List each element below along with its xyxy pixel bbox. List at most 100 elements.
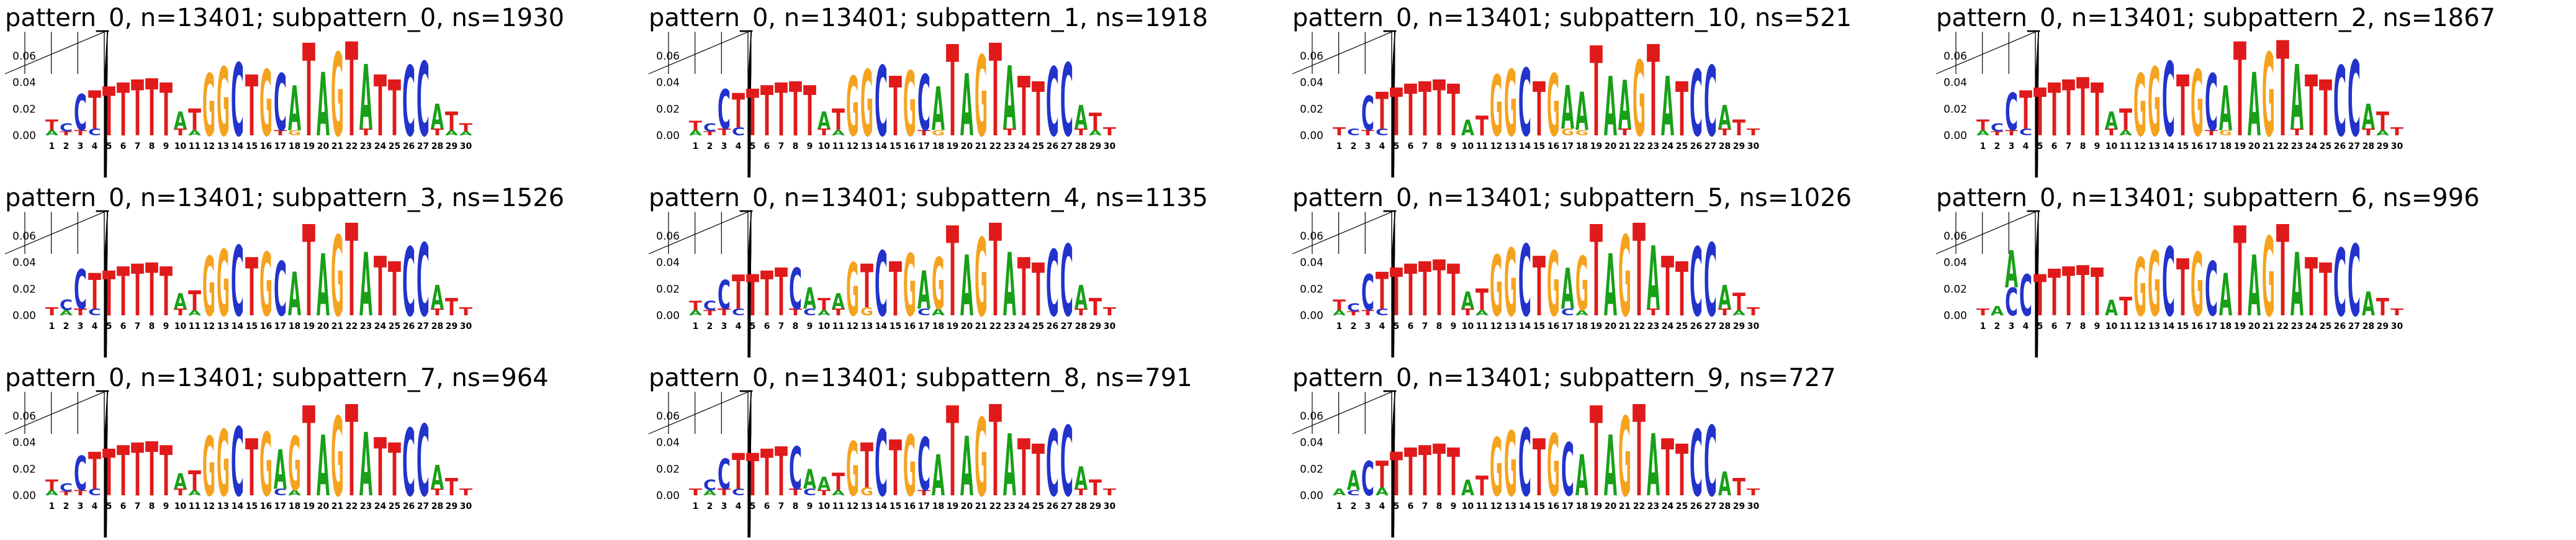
svg-text:29: 29 (1733, 142, 1745, 151)
logo-letter-A: A (1347, 465, 1360, 497)
svg-text:12: 12 (847, 142, 858, 151)
logo-letter-C: C (1347, 127, 1360, 138)
logo-letter-T: T (1032, 67, 1045, 153)
logo-letter-T: T (2362, 127, 2375, 138)
logo-letter-C: C (74, 259, 87, 322)
panel-title: pattern_0, n=13401; subpattern_5, ns=102… (1292, 184, 1852, 212)
logo-letter-C: C (88, 127, 101, 138)
svg-text:2: 2 (707, 142, 713, 151)
logo-letter-T: T (459, 487, 472, 498)
svg-text:18: 18 (289, 502, 300, 511)
logo-letter-G: G (2191, 52, 2204, 157)
logo-letter-A: A (359, 235, 372, 336)
logo-letter-A: A (1718, 279, 1731, 317)
svg-text:11: 11 (832, 502, 844, 511)
logo-letter-A: A (174, 107, 187, 134)
svg-text:0.00: 0.00 (12, 490, 36, 502)
svg-text:25: 25 (389, 142, 400, 151)
logo-letter-C: C (1060, 43, 1073, 159)
svg-text:0.06: 0.06 (12, 410, 36, 423)
logo-letter-A: A (288, 488, 301, 497)
y-axis: 0.00 0.02 0.04 0.06 (1935, 31, 2036, 142)
svg-text:9: 9 (807, 142, 813, 151)
svg-text:16: 16 (2191, 322, 2203, 331)
svg-text:29: 29 (1089, 142, 1101, 151)
svg-text:9: 9 (1451, 502, 1457, 511)
y-axis: 0.00 0.02 0.04 0.06 (648, 211, 749, 322)
logo-letter-C: C (231, 409, 244, 518)
logo-letter-A: A (60, 308, 73, 317)
svg-text:26: 26 (403, 322, 415, 331)
logo-letter-G: G (2148, 49, 2161, 158)
y-axis: 0.00 0.02 0.04 0.06 (4, 31, 105, 142)
logo-letter-T: T (74, 128, 87, 137)
logo-letter-T: T (946, 391, 959, 525)
svg-text:24: 24 (374, 322, 387, 331)
svg-text:17: 17 (1562, 322, 1574, 331)
svg-text:22: 22 (1633, 322, 1645, 331)
svg-text:22: 22 (989, 322, 1001, 331)
svg-text:14: 14 (232, 322, 244, 331)
x-axis: 1 2 3 4 5 6 7 8 9 10 11 12 13 14 15 16 17 18 19 20 21 22 23 24 2… (49, 32, 472, 178)
svg-text:30: 30 (1104, 142, 1116, 151)
logo-letter-A: A (689, 128, 702, 137)
logo-letter-T: T (1976, 117, 1989, 133)
svg-text:16: 16 (904, 502, 916, 511)
svg-text:17: 17 (918, 502, 930, 511)
svg-text:27: 27 (417, 322, 429, 331)
svg-text:28: 28 (1719, 142, 1731, 151)
logo-letter-T: T (1732, 288, 1745, 315)
logo-letter-T: T (2119, 292, 2132, 322)
svg-text:4: 4 (1379, 322, 1385, 331)
logo-letter-T: T (1032, 430, 1045, 513)
logo-letter-T: T (732, 84, 745, 138)
svg-text:24: 24 (1018, 502, 1030, 511)
svg-text:27: 27 (1705, 502, 1716, 511)
logo-letter-A: A (1333, 487, 1346, 498)
logo-letter-C: C (60, 481, 73, 494)
logo-letter-A: A (1991, 304, 2004, 318)
logo-letter-A: A (274, 439, 287, 502)
logo-letter-T: T (989, 31, 1002, 165)
logo-letter-A: A (317, 418, 330, 515)
svg-text:28: 28 (431, 322, 443, 331)
svg-text:7: 7 (135, 322, 141, 331)
svg-text:29: 29 (2377, 142, 2389, 151)
logo-letter-T: T (817, 488, 831, 497)
svg-text:21: 21 (2263, 142, 2274, 151)
svg-text:15: 15 (246, 142, 258, 151)
svg-text:2: 2 (63, 142, 70, 151)
svg-text:21: 21 (975, 142, 987, 151)
logo-letter-T: T (245, 242, 258, 335)
svg-text:17: 17 (1562, 502, 1574, 511)
logo-letter-T: T (2062, 65, 2075, 154)
logo-letter-A: A (288, 261, 301, 330)
logo-letter-T: T (74, 307, 87, 318)
svg-text:23: 23 (360, 322, 372, 331)
logo-letter-T: T (431, 127, 444, 138)
logo-letter-G: G (846, 427, 859, 513)
logo-letter-G: G (975, 217, 988, 341)
svg-text:4: 4 (2023, 322, 2029, 331)
logo-letter-T: T (374, 240, 387, 335)
panel-title: pattern_0, n=13401; subpattern_4, ns=113… (649, 184, 1209, 212)
svg-text:15: 15 (889, 322, 901, 331)
svg-text:9: 9 (1451, 142, 1457, 151)
logo-letter-C: C (732, 487, 745, 498)
logo-letter-A: A (188, 488, 201, 497)
svg-text:25: 25 (1032, 502, 1044, 511)
logo-letter-T: T (789, 487, 802, 498)
svg-text:8: 8 (149, 322, 155, 331)
logo-letter-A: A (1089, 128, 1102, 137)
svg-text:12: 12 (847, 322, 858, 331)
svg-text:6: 6 (2051, 142, 2058, 151)
logo-letter-T: T (1461, 307, 1474, 318)
svg-text:20: 20 (1605, 142, 1617, 151)
svg-text:4: 4 (736, 322, 742, 331)
logo-letter-G: G (1490, 422, 1503, 515)
svg-text:17: 17 (274, 502, 286, 511)
logo-letter-G: G (288, 128, 301, 137)
sequence-logo-plot: 0.000.020.040.061 2 3 4 5 6 7 8 9 10 11 12 13 14 15 16 1… (648, 31, 1116, 178)
logo-letter-T: T (1017, 60, 1030, 155)
svg-text:16: 16 (904, 322, 916, 331)
